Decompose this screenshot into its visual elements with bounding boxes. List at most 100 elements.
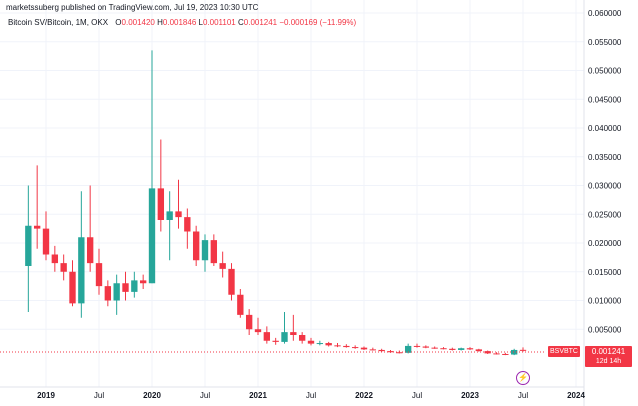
time-tick-label: 2020 bbox=[143, 391, 161, 400]
symbol-badge: BSVBTC bbox=[548, 346, 580, 357]
open-value: 0.001420 bbox=[121, 18, 155, 27]
candle-body bbox=[351, 347, 359, 349]
time-tick-label: Jul bbox=[200, 391, 210, 400]
candle-body bbox=[413, 345, 421, 347]
candle-body bbox=[378, 349, 385, 352]
candle-body bbox=[237, 294, 244, 315]
high-value: 0.001846 bbox=[162, 18, 197, 27]
candle-body bbox=[254, 329, 262, 333]
lightning-icon[interactable]: ⚡ bbox=[516, 371, 530, 385]
candle-body bbox=[245, 314, 253, 330]
price-axis[interactable]: 0.060000 0.055000 0.050000 0.045000 0.040000… bbox=[588, 9, 622, 334]
close-key: C bbox=[237, 18, 244, 27]
price-tick-label: 0.050000 bbox=[588, 67, 622, 76]
candle-body bbox=[148, 188, 156, 284]
low-key: L bbox=[198, 18, 203, 27]
candle-body bbox=[484, 351, 491, 354]
time-tick-label: 2023 bbox=[461, 391, 479, 400]
candle-body bbox=[298, 335, 306, 341]
candle-body bbox=[192, 231, 200, 261]
candle-body bbox=[78, 237, 85, 304]
candle-body bbox=[493, 353, 500, 355]
candle-body bbox=[166, 211, 173, 220]
candle-body bbox=[325, 343, 332, 346]
candle-body bbox=[210, 240, 218, 264]
candle-body bbox=[219, 263, 226, 269]
published-line: marketssuberg published on TradingView.c… bbox=[6, 3, 259, 12]
time-tick-label: 2022 bbox=[355, 391, 373, 400]
candle-body bbox=[440, 348, 447, 350]
price-tick-label: 0.025000 bbox=[588, 210, 622, 219]
price-tick-label: 0.030000 bbox=[588, 182, 622, 191]
candle-body bbox=[51, 254, 59, 264]
candle-body bbox=[369, 349, 377, 351]
chart-grid bbox=[0, 0, 584, 387]
candle-body bbox=[334, 345, 341, 347]
candles bbox=[25, 50, 527, 356]
candle-body bbox=[316, 343, 324, 345]
candle-body bbox=[201, 240, 209, 261]
price-tick-label: 0.010000 bbox=[588, 297, 622, 306]
candle-body bbox=[404, 345, 412, 353]
candle-body bbox=[449, 348, 456, 350]
candle-body bbox=[33, 225, 41, 229]
open-key: O bbox=[115, 18, 122, 27]
price-tick-label: 0.060000 bbox=[588, 9, 622, 18]
candle-body bbox=[422, 346, 430, 348]
candle-body bbox=[431, 347, 438, 349]
candle-body bbox=[69, 271, 76, 304]
candle-body bbox=[272, 340, 279, 342]
last-price-value: 0.001241 bbox=[591, 347, 626, 356]
price-tick-label: 0.045000 bbox=[588, 95, 622, 104]
candle-body bbox=[263, 332, 271, 341]
candle-body bbox=[396, 352, 403, 354]
last-price-tag: 0.001241 12d 14h bbox=[585, 346, 632, 367]
time-tick-label: Jul bbox=[412, 391, 422, 400]
price-tick-label: 0.035000 bbox=[588, 153, 622, 162]
candle-body bbox=[466, 348, 474, 350]
ohlc-values: O0.001420 H0.001846 L0.001101 C0.001241 … bbox=[115, 18, 356, 27]
candle-body bbox=[290, 332, 297, 335]
candle-body bbox=[42, 228, 50, 255]
candle-body bbox=[175, 211, 182, 218]
candle-body bbox=[228, 268, 235, 295]
candle-body bbox=[122, 283, 129, 292]
price-tick-label: 0.005000 bbox=[588, 325, 622, 334]
candle-body bbox=[104, 286, 112, 301]
candle-body bbox=[113, 283, 120, 301]
candle-body bbox=[519, 349, 527, 351]
time-tick-label: Jul bbox=[518, 391, 528, 400]
symbol-legend[interactable]: Bitcoin SV/Bitcoin, 1M, OKX O0.001420 H0… bbox=[8, 18, 356, 27]
candle-body bbox=[281, 332, 288, 342]
candle-body bbox=[131, 280, 138, 292]
close-value: 0.001241 bbox=[243, 18, 278, 27]
candle-body bbox=[510, 349, 518, 355]
time-tick-label: Jul bbox=[306, 391, 316, 400]
candle-body bbox=[307, 340, 315, 344]
candle-body bbox=[184, 217, 191, 232]
time-tick-label: 2024 bbox=[567, 391, 585, 400]
price-tick-label: 0.040000 bbox=[588, 124, 622, 133]
candle-body bbox=[25, 225, 32, 266]
time-tick-label: Jul bbox=[94, 391, 104, 400]
candle-body bbox=[139, 280, 147, 284]
candle-body bbox=[60, 263, 67, 272]
time-tick-label: 2019 bbox=[37, 391, 55, 400]
price-tick-label: 0.015000 bbox=[588, 268, 622, 277]
candle-body bbox=[457, 348, 465, 350]
bar-countdown: 12d 14h bbox=[595, 358, 622, 365]
candle-body bbox=[157, 188, 165, 220]
high-key: H bbox=[157, 18, 163, 27]
candle-body bbox=[360, 347, 368, 350]
price-tick-label: 0.055000 bbox=[588, 38, 622, 47]
time-axis[interactable]: 2019 Jul 2020 Jul 2021 Jul 2022 Jul 2023 Jul 2024 bbox=[37, 391, 585, 400]
symbol-title: Bitcoin SV/Bitcoin, 1M, OKX bbox=[8, 18, 109, 27]
low-value: 0.001101 bbox=[202, 18, 236, 27]
change-value: −0.000169 (−11.99%) bbox=[279, 18, 357, 27]
candle-body bbox=[475, 349, 483, 352]
time-tick-label: 2021 bbox=[249, 391, 267, 400]
candle-body bbox=[86, 237, 94, 264]
candle-body bbox=[343, 345, 350, 348]
candle-body bbox=[95, 263, 103, 287]
